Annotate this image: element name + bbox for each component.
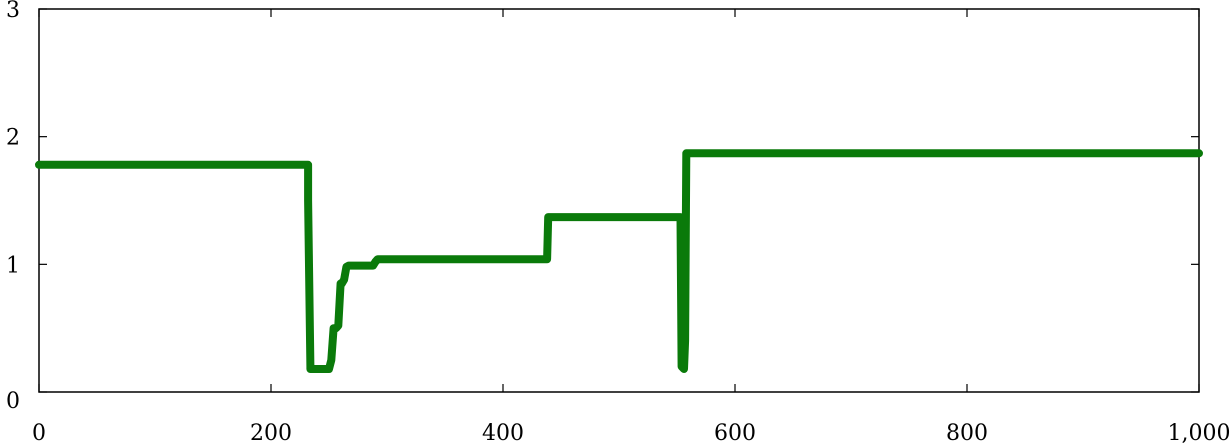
y-tick-label: 0 xyxy=(6,389,20,414)
x-tick-label: 200 xyxy=(250,421,292,446)
x-tick-label: 0 xyxy=(32,421,46,446)
tick-labels: 0 200 400 600 800 1,000 0 1 2 3 xyxy=(6,0,1230,446)
axes-frame xyxy=(38,8,1200,393)
x-tick-label: 400 xyxy=(482,421,524,446)
y-tick-label: 3 xyxy=(6,0,20,23)
series-line-0 xyxy=(35,149,1203,373)
x-tick-label: 1,000 xyxy=(1168,421,1231,446)
plot-area: 0 200 400 600 800 1,000 0 1 2 3 xyxy=(6,0,1230,446)
tick-marks xyxy=(38,8,1200,393)
series-layer xyxy=(35,149,1203,373)
y-tick-label: 2 xyxy=(6,126,20,151)
x-tick-label: 600 xyxy=(714,421,756,446)
y-tick-label: 1 xyxy=(6,253,20,278)
x-tick-label: 800 xyxy=(946,421,988,446)
